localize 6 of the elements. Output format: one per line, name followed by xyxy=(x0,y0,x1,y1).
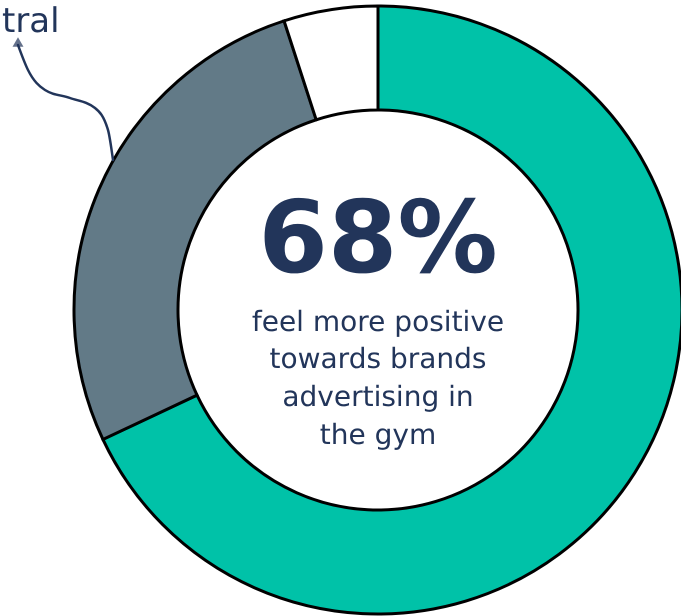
text: feel more positive xyxy=(252,305,504,338)
text: advertising in xyxy=(282,380,474,413)
text: tral xyxy=(2,1,60,41)
text: towards brands xyxy=(270,342,486,375)
text: 68% xyxy=(258,179,498,296)
text: the gym xyxy=(320,418,436,451)
